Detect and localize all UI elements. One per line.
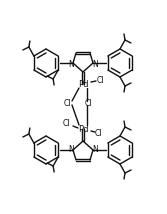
Text: Cl: Cl [96, 76, 104, 85]
Text: N: N [68, 59, 74, 68]
Text: Cl: Cl [63, 98, 71, 107]
Text: N: N [68, 144, 74, 153]
Text: Cl: Cl [94, 128, 102, 138]
Text: N: N [92, 59, 98, 68]
Text: Pd: Pd [78, 79, 88, 89]
Text: Pd: Pd [78, 125, 88, 134]
Text: N: N [92, 144, 98, 153]
Text: Cl: Cl [62, 119, 70, 128]
Text: Cl: Cl [84, 98, 92, 107]
